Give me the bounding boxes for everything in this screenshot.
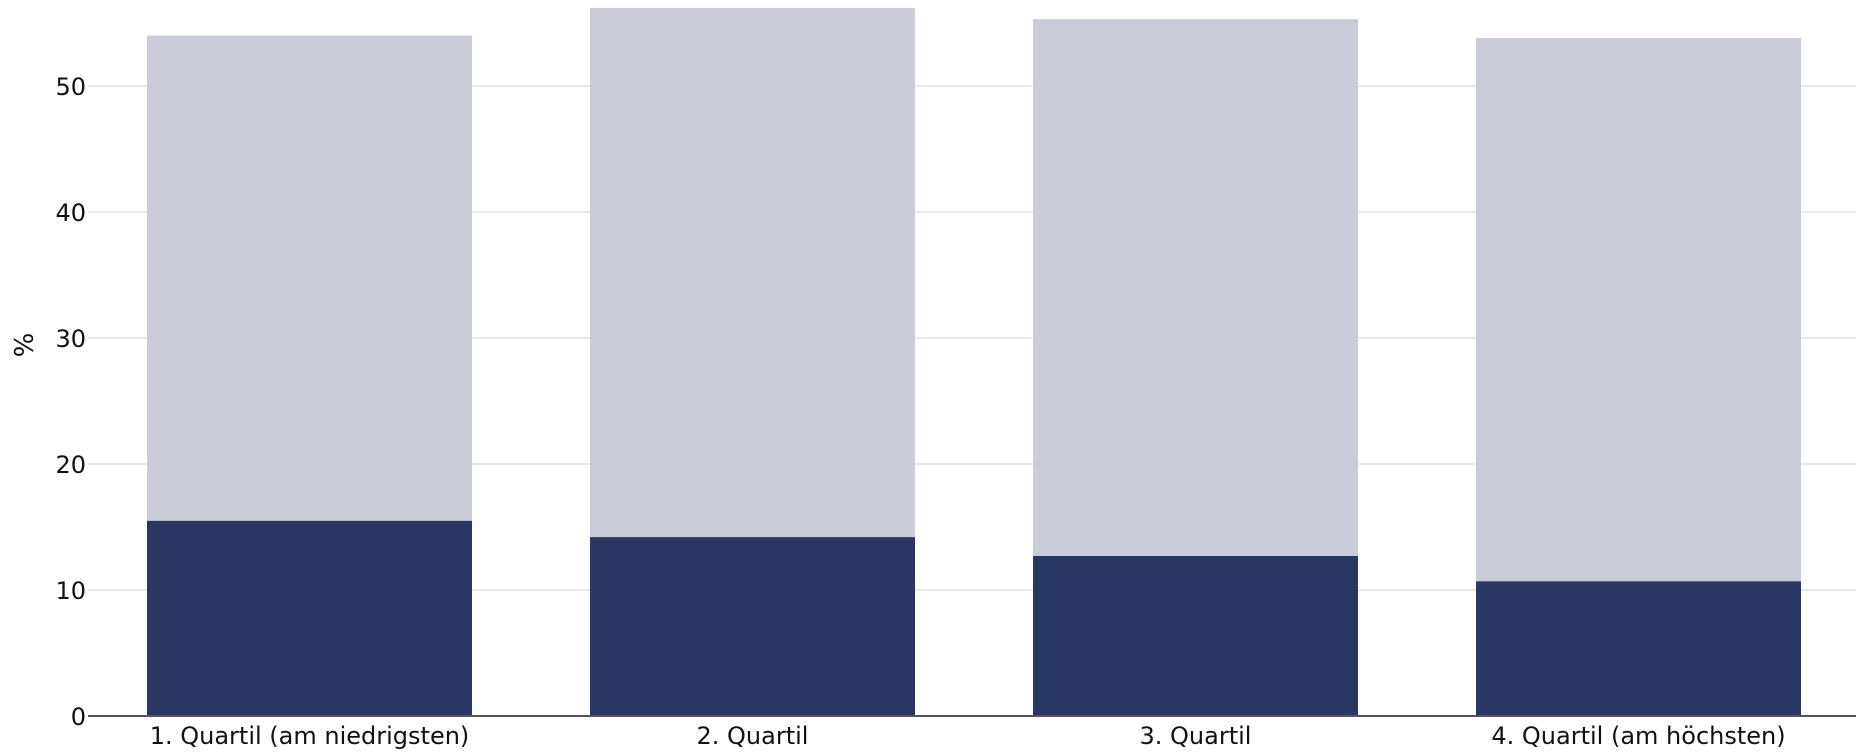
bars [147,7,1801,716]
bar-segment-2-4 [1476,38,1801,582]
y-tick-label: 30 [55,325,86,353]
x-tick-label: 1. Quartil (am niedrigsten) [150,722,470,750]
x-tick-label: 2. Quartil [697,722,809,750]
y-tick-label: 10 [55,577,86,605]
bar-segment-1-2 [590,537,915,716]
bar-segment-1-4 [1476,581,1801,716]
bar-segment-2-2 [590,7,915,538]
bar-segment-1-1 [147,520,472,716]
y-axis-label: % [10,333,40,358]
bar-segment-2-3 [1033,19,1358,556]
x-tick-label: 4. Quartil (am höchsten) [1491,722,1785,750]
y-tick-label: 0 [71,703,86,731]
y-tick-label: 50 [55,73,86,101]
x-tick-label: 3. Quartil [1140,722,1252,750]
y-tick-label: 20 [55,451,86,479]
axes: 0 10 20 30 40 50 1. Quartil (am niedrigsten) 2.… [55,73,1856,750]
bar-segment-2-1 [147,35,472,521]
y-tick-label: 40 [55,199,86,227]
bar-segment-1-3 [1033,555,1358,716]
